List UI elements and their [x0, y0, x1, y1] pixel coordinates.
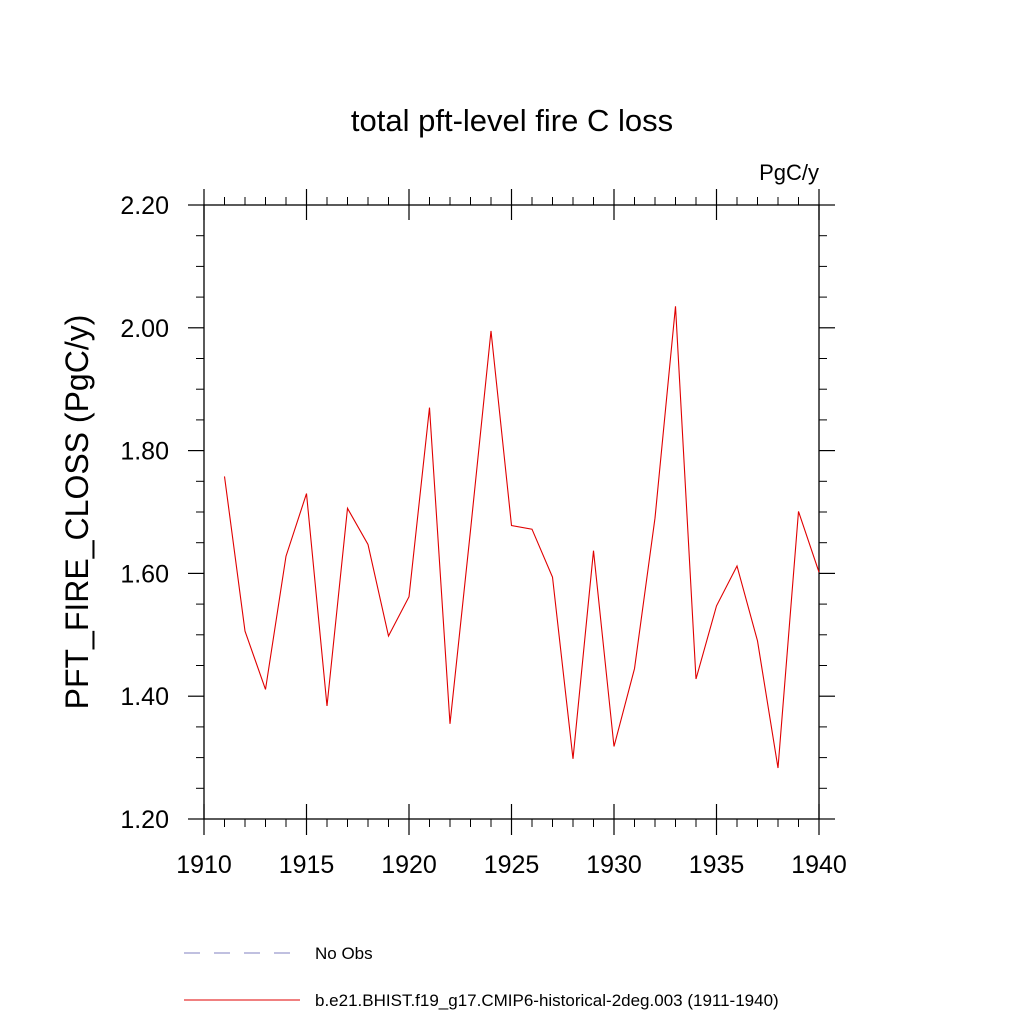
x-tick-label: 1935: [689, 851, 745, 879]
y-tick-label: 1.80: [120, 438, 169, 466]
x-tick-label: 1910: [176, 851, 232, 879]
series-line: [223, 306, 820, 769]
plot-frame: [203, 204, 820, 820]
y-tick-label: 1.40: [120, 683, 169, 711]
legend-label: No Obs: [315, 944, 373, 963]
y-tick-label: 2.20: [120, 192, 169, 220]
x-tick-label: 1930: [586, 851, 642, 879]
units-label: PgC/y: [759, 160, 819, 185]
legend-label: b.e21.BHIST.f19_g17.CMIP6-historical-2de…: [315, 991, 779, 1010]
x-tick-label: 1915: [279, 851, 335, 879]
chart-title: total pft-level fire C loss: [351, 103, 673, 138]
x-tick-label: 1940: [791, 851, 847, 879]
y-tick-label: 1.60: [120, 560, 169, 588]
axis-ticks: [188, 189, 835, 835]
legend: No Obs b.e21.BHIST.f19_g17.CMIP6-historic…: [184, 944, 779, 1010]
y-tick-label: 2.00: [120, 315, 169, 343]
x-tick-label: 1920: [381, 851, 437, 879]
axis-tick-labels: 1910 1915 1920 1925 1930 1935 1940 1.20 1.40 1.60…: [120, 192, 846, 879]
x-tick-label: 1925: [484, 851, 540, 879]
series-layer: [223, 306, 820, 769]
y-axis-title: PFT_FIRE_CLOSS (PgC/y): [59, 315, 95, 710]
y-tick-label: 1.20: [120, 806, 169, 834]
